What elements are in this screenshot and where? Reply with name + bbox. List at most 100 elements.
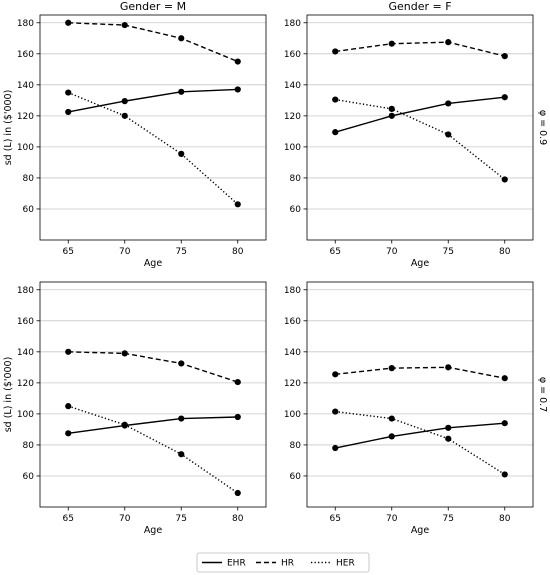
y-tick-label: 140 [284,348,301,358]
data-point-ehr [445,424,452,431]
data-point-her [121,112,128,119]
x-tick-label: 75 [443,514,454,524]
data-point-hr [65,348,72,355]
series-line-ehr [68,88,238,113]
x-tick-label: 70 [119,514,131,524]
data-point-hr [332,371,339,378]
panel-frame [39,14,267,241]
data-point-ehr [234,413,241,421]
y-tick-label: 120 [284,379,301,389]
x-tick-label: 65 [330,247,341,257]
x-tick-label: 70 [386,247,398,257]
y-tick-label: 120 [17,112,34,122]
data-point-her [121,421,128,428]
x-tick-label: 65 [330,514,341,524]
data-point-ehr [332,129,339,136]
x-tick-label: 65 [63,247,74,257]
y-tick-label: 80 [290,174,302,184]
y-tick-label: 140 [284,81,301,91]
y-tick-label: 100 [17,143,34,153]
data-point-ehr [501,94,508,101]
legend-label-hr: HR [281,559,294,569]
data-point-ehr [388,433,395,440]
x-tick-label: 75 [443,247,454,257]
x-tick-label: 75 [176,514,187,524]
y-tick-label: 80 [23,441,35,451]
data-point-hr [388,365,395,372]
y-tick-label: 60 [23,205,35,215]
series-line-her [335,98,506,181]
x-axis-title: Age [411,525,430,536]
data-point-her [234,489,241,497]
y-tick-label: 100 [284,143,301,153]
x-tick-label: 80 [499,247,511,257]
panel-f-phi-09: 60 80 100 120 140 160 180 65 70 75 80 Age Gender = F… [284,0,548,269]
y-tick-label: 180 [284,19,301,29]
data-point-her [65,403,72,410]
data-point-her [234,201,241,208]
facet-column-title: Gender = M [120,0,186,13]
x-tick-label: 65 [63,514,74,524]
x-axis-title: Age [144,525,163,536]
x-tick-label: 80 [499,514,511,524]
data-point-ehr [65,108,72,116]
data-point-ehr [65,430,72,437]
series-line-ehr [68,416,238,434]
x-tick-label: 70 [386,514,398,524]
y-tick-label: 160 [284,317,301,327]
data-point-her [388,105,395,112]
y-tick-label: 100 [284,410,301,420]
data-point-ehr [388,112,395,119]
y-axis-title: sd (L) in ($'000) [3,90,14,166]
panel-frame [306,281,534,508]
data-point-ehr [178,88,185,95]
data-point-ehr [501,420,508,427]
data-point-her [178,150,185,157]
panel-m-phi-09: 60 80 100 120 140 160 180 65 70 75 80 Age sd (L) in … [3,0,267,269]
data-point-ehr [121,98,128,105]
x-axis-title: Age [144,258,163,269]
data-point-ehr [332,444,339,452]
data-point-hr [178,360,185,367]
data-point-her [445,131,452,138]
y-tick-label: 160 [17,50,34,60]
y-tick-label: 180 [284,286,301,296]
legend-frame [196,552,370,573]
y-tick-label: 160 [17,317,34,327]
facet-row-title: φ = 0.9 [537,110,548,145]
series-line-her [67,91,239,205]
x-tick-label: 75 [176,247,187,257]
data-point-hr [234,58,241,65]
y-tick-label: 180 [17,19,34,29]
data-point-hr [121,21,128,29]
y-tick-label: 180 [17,286,34,296]
data-point-her [501,176,508,183]
panel-f-phi-07: 60 80 100 120 140 160 180 65 70 75 80 Age φ = 0.7 [284,281,548,536]
data-point-hr [388,40,395,47]
legend-label-ehr: EHR [227,559,246,569]
y-tick-label: 60 [23,472,35,482]
data-point-hr [178,35,185,42]
series-line-her [335,410,506,476]
x-tick-label: 80 [232,514,244,524]
series-line-her [68,405,239,494]
series-line-hr [335,41,505,57]
y-tick-label: 120 [284,112,301,122]
facet-column-title: Gender = F [388,0,451,13]
y-tick-label: 60 [290,205,302,215]
data-point-hr [234,378,241,386]
data-point-hr [501,53,508,60]
data-point-her [445,435,452,442]
y-tick-label: 100 [17,410,34,420]
panel-frame [306,14,534,241]
data-point-hr [121,350,128,357]
data-point-hr [445,39,452,46]
series-line-ehr [335,96,505,133]
series-line-hr [335,366,505,379]
data-point-hr [501,375,508,382]
data-point-hr [445,364,452,371]
y-tick-label: 140 [17,81,34,91]
data-point-hr [332,48,339,55]
y-tick-label: 80 [23,174,35,184]
